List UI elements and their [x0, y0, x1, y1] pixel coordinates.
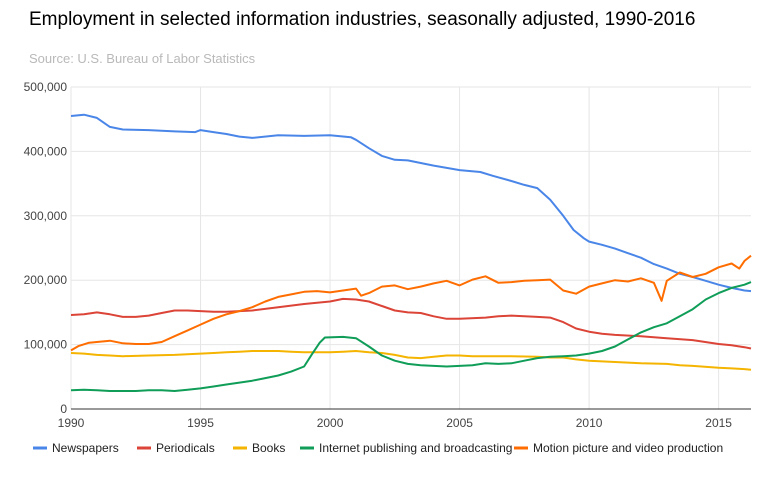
series-line-newspapers [70, 113, 752, 293]
chart-title: Employment in selected information indus… [29, 9, 696, 30]
legend-item-label: Motion picture and video production [533, 441, 723, 455]
x-tick-label: 2005 [446, 416, 473, 430]
y-tick-label: 0 [60, 402, 67, 416]
legend-item-label: Periodicals [156, 441, 215, 455]
y-tick-label: 200,000 [24, 273, 68, 287]
y-tick-label: 300,000 [24, 209, 68, 223]
grid-lines [70, 86, 751, 410]
legend: Newspapers Periodicals Books Internet publi… [33, 441, 723, 455]
series-line-motion-picture-and-video-production [70, 254, 752, 352]
x-tick-label: 1995 [187, 416, 214, 430]
axes: 0 100,000 200,000 300,000 400,000 500,000 1990… [24, 80, 751, 430]
legend-item-label: Books [252, 441, 285, 455]
x-tick-label: 2015 [705, 416, 732, 430]
y-tick-label: 100,000 [24, 338, 68, 352]
x-tick-label: 2010 [576, 416, 603, 430]
x-tick-label: 2000 [317, 416, 344, 430]
y-tick-label: 400,000 [24, 144, 68, 158]
series-line-books [70, 350, 752, 371]
series-line-internet-publishing-and-broadcasting [70, 281, 752, 392]
x-tick-label: 1990 [58, 416, 85, 430]
series-line-periodicals [70, 297, 752, 350]
y-tick-label: 500,000 [24, 80, 68, 94]
legend-item-label: Internet publishing and broadcasting [319, 441, 512, 455]
legend-item-label: Newspapers [52, 441, 119, 455]
series-lines [70, 113, 752, 392]
chart-source: Source: U.S. Bureau of Labor Statistics [29, 51, 256, 66]
